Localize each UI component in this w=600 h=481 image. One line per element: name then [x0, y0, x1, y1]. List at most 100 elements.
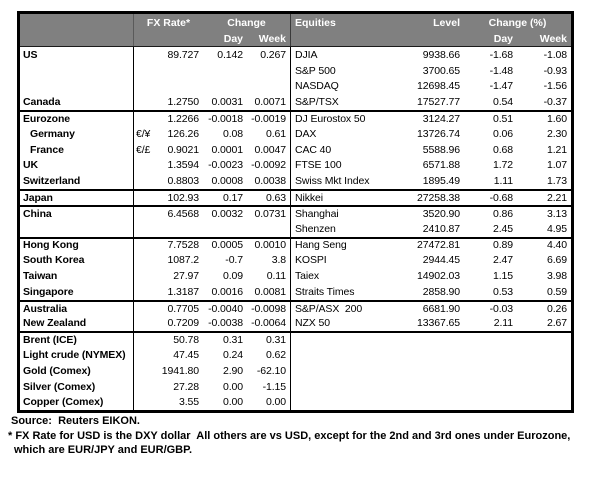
equity-level-value: 13726.74 [417, 127, 460, 140]
equities-header-spacer [291, 31, 388, 46]
equities-change-header: Change (%) [488, 16, 547, 29]
equity-name-cell: S&P/ASX 200 [295, 302, 363, 315]
equity-week-value: 1.21 [546, 143, 567, 156]
equities-header: Equities [295, 16, 336, 29]
fx-label-cell: Brent (ICE) [20, 333, 134, 348]
equity-day-value: -1.68 [489, 48, 514, 61]
equity-week-value: -0.37 [543, 96, 568, 109]
fx-rate-cell: 7.7528 [134, 239, 203, 253]
fx-rate-cell: 102.93 [134, 191, 203, 205]
equity-week-value: 2.30 [546, 127, 567, 140]
equity-day-value: 1.72 [492, 159, 513, 172]
fx-day-value: -0.7 [225, 254, 243, 267]
fx-week-value: -0.0064 [247, 315, 291, 332]
fx-day-value: -0.0038 [208, 317, 243, 330]
fx-day-value: 0.142 [217, 48, 243, 61]
fx-rate-cell: €/¥ 126.26 [134, 126, 203, 142]
fx-rate-cell [134, 79, 203, 95]
fx-week-value: 0.0010 [247, 238, 291, 253]
equity-week-value [517, 347, 571, 363]
fx-week-value: 0.0731 [247, 206, 291, 221]
fx-rate-value: 3.55 [178, 396, 199, 409]
table-row: France €/£ 0.9021 0.0001 0.0047 CAC 40 5588.96… [20, 141, 571, 158]
fx-rate-value: 7.7528 [167, 239, 199, 252]
fx-change-header: Change [203, 14, 291, 31]
equity-day-value: 2.11 [493, 317, 513, 330]
fx-label-cell: France [20, 141, 134, 158]
fx-week-value: 0.63 [247, 191, 291, 205]
equity-name-cell [291, 379, 388, 395]
fx-rate-cell: 1.2266 [134, 112, 203, 126]
equity-week-value: 1.07 [546, 159, 567, 172]
fx-week-header: Week [247, 31, 291, 46]
equity-level-value: 27472.81 [417, 239, 460, 252]
fx-rate-cell: 1.3594 [134, 158, 203, 174]
corner-cell-sub [20, 31, 134, 46]
fx-rate-value: 0.9021 [167, 143, 199, 156]
equity-level-value: 2944.45 [422, 254, 460, 267]
table-row: UK 1.3594 -0.0023 -0.0092 FTSE 100 6571.88 1.7… [20, 157, 571, 174]
fx-week-value [247, 220, 291, 237]
equity-name-cell: DJIA [295, 48, 318, 61]
fx-rate-cell: 27.97 [134, 268, 203, 284]
equity-week-value: 0.59 [546, 285, 567, 298]
fx-day-value [203, 79, 247, 95]
equity-name-cell: NASDAQ [295, 80, 339, 93]
fx-rate-value: 27.97 [173, 270, 199, 283]
table-body: US 89.727 0.142 0.267 DJIA 9938.66 -1.68 -1.08 S… [20, 47, 571, 411]
fx-label-cell: Singapore [20, 283, 134, 300]
fx-rate-cell: 50.78 [134, 333, 203, 347]
equity-week-value: 1.60 [546, 113, 567, 126]
equity-name-cell: Straits Times [295, 285, 355, 298]
fx-label-cell [20, 220, 134, 237]
equity-day-value [464, 395, 517, 411]
equity-level-value: 3520.90 [422, 207, 460, 220]
equity-level-value: 6681.90 [422, 302, 460, 315]
table-row: Hong Kong 7.7528 0.0005 0.0010 Hang Seng 2747… [20, 236, 571, 253]
fx-rate-value: 0.7209 [167, 317, 199, 330]
equity-week-value: 6.69 [546, 254, 567, 267]
fx-rate-value: 1.2750 [167, 96, 199, 109]
equity-day-value: 0.06 [492, 127, 513, 140]
footnote-line-1: * FX Rate for USD is the DXY dollar All … [8, 430, 571, 442]
fx-day-value: 0.0005 [211, 239, 243, 252]
fx-label-cell: China [20, 206, 134, 221]
equity-day-value: 2.47 [492, 254, 513, 267]
fx-label-cell: Eurozone [20, 112, 134, 126]
equity-level-value: 17527.77 [417, 96, 460, 109]
table-row: China 6.4568 0.0032 0.0731 Shanghai 3520.90 0.… [20, 204, 571, 221]
table-row: Switzerland 0.8803 0.0008 0.0038 Swiss Mkt I… [20, 173, 571, 190]
fx-rate-value: 1.2266 [167, 113, 199, 126]
fx-day-value: 0.0031 [211, 96, 243, 109]
fx-rate-cell: 1.3187 [134, 284, 203, 300]
fx-rate-cell: 6.4568 [134, 207, 203, 221]
equity-level-value: 1895.49 [422, 175, 460, 188]
table-row: S&P 500 3700.65 -1.48 -0.93 [20, 62, 571, 79]
fx-day-value: 0.09 [222, 270, 243, 283]
fx-rate-value: 47.45 [173, 349, 199, 362]
equity-day-value: 1.11 [493, 175, 513, 188]
equity-week-value: -1.56 [543, 80, 568, 93]
fx-day-value: 0.0016 [211, 285, 243, 298]
equity-day-value: 0.53 [492, 285, 513, 298]
equity-day-value: 0.86 [492, 207, 513, 220]
fx-week-value: 0.0081 [247, 283, 291, 300]
equity-week-value [517, 379, 571, 395]
equity-name-cell: DAX [295, 127, 317, 140]
fx-day-value: -0.0023 [208, 159, 243, 172]
fx-rate-value: 1941.80 [161, 364, 199, 377]
fx-label-cell: Taiwan [20, 268, 134, 284]
table-row: Light crude (NYMEX) 47.45 0.24 0.62 [20, 347, 571, 363]
equity-name-cell [291, 347, 388, 363]
equity-name-cell: S&P/TSX [295, 96, 339, 109]
equity-day-value: 0.54 [492, 96, 513, 109]
fx-week-value: 0.11 [247, 268, 291, 284]
header-row-top: FX Rate* Change Equities Level Change (%… [20, 14, 571, 31]
fx-rate-cell: 3.55 [134, 395, 203, 411]
fx-week-value: 0.0038 [247, 173, 291, 190]
table-row: Singapore 1.3187 0.0016 0.0081 Straits Times… [20, 283, 571, 300]
equity-week-value: 4.40 [546, 239, 567, 252]
table-row: Australia 0.7705 -0.0040 -0.0098 S&P/ASX 200… [20, 299, 571, 316]
fx-rate-cell: 1941.80 [134, 363, 203, 379]
equity-name-cell: CAC 40 [295, 143, 332, 156]
